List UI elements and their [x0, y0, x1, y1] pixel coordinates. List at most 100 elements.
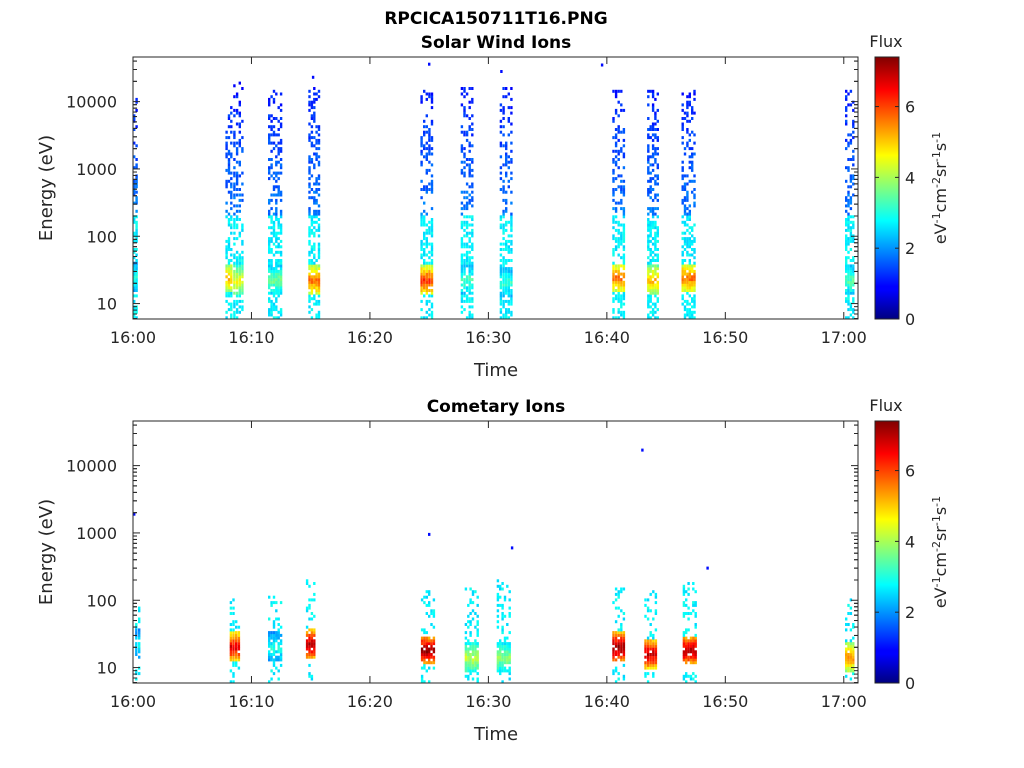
spectrogram-cell [432, 614, 436, 618]
spectrogram-cell [425, 239, 428, 243]
spectrogram-cell [315, 259, 318, 262]
spectrogram-cell [847, 289, 850, 292]
spectrogram-cell [313, 267, 316, 271]
spectrogram-cell [852, 310, 855, 314]
spectrogram-cell [317, 182, 321, 186]
spectrogram-cell [317, 89, 321, 93]
spectrogram-cell [620, 264, 623, 268]
spectrogram-cell [496, 663, 500, 667]
spectrogram-cell [428, 242, 431, 246]
y-tick-label: 10000 [66, 457, 117, 476]
spectrogram-cell [681, 174, 684, 178]
spectrogram-cell [510, 280, 513, 284]
spectrogram-cell [317, 128, 321, 131]
spectrogram-cell [654, 128, 657, 131]
spectrogram-cell [849, 642, 853, 646]
spectrogram-cell [681, 237, 684, 241]
spectrogram-cell [235, 308, 239, 312]
spectrogram-cell [845, 223, 848, 227]
spectrogram-cell [691, 130, 694, 134]
spectrogram-cell [499, 215, 503, 219]
spectrogram-cell [430, 220, 434, 224]
spectrogram-cell [620, 278, 623, 282]
spectrogram-cell [238, 305, 241, 309]
spectrogram-cell [279, 264, 283, 268]
spectrogram-cell [849, 658, 853, 662]
spectrogram-cell [691, 275, 694, 279]
spectrogram-cell [693, 294, 696, 298]
spectrogram-cell [430, 623, 433, 626]
spectrogram-cell [649, 283, 652, 287]
spectrogram-cell [688, 100, 691, 104]
spectrogram-cell [425, 212, 428, 216]
x-tick-label: 16:30 [465, 692, 511, 711]
spectrogram-cell [463, 108, 466, 112]
spectrogram-cell [496, 650, 500, 654]
spectrogram-cell [270, 133, 273, 137]
spectrogram-cell [847, 272, 850, 276]
spectrogram-cell [420, 160, 423, 164]
spectrogram-cell [465, 253, 469, 257]
spectrogram-cell [227, 117, 231, 120]
spectrogram-cell [315, 201, 318, 205]
spectrogram-cell [423, 125, 426, 129]
spectrogram-cell [279, 147, 283, 151]
spectrogram-cell [682, 644, 686, 648]
spectrogram-cell [268, 250, 271, 254]
spectrogram-cell [317, 302, 321, 306]
spectrogram-cell [614, 245, 618, 249]
spectrogram-cell [505, 144, 508, 148]
spectrogram-cell [227, 267, 231, 271]
spectrogram-cell [235, 658, 238, 662]
spectrogram-cell [847, 642, 850, 646]
spectrogram-cell [845, 138, 848, 142]
spectrogram-cell [423, 209, 426, 213]
spectrogram-cell [691, 190, 694, 194]
spectrogram-cell [317, 204, 321, 208]
spectrogram-cell [656, 128, 659, 131]
spectrogram-cell [612, 188, 615, 191]
spectrogram-cell [310, 677, 314, 681]
spectrogram-cell [420, 196, 423, 200]
spectrogram-cell [683, 289, 687, 292]
spectrogram-cell [279, 212, 283, 216]
spectrogram-cell [463, 130, 466, 134]
spectrogram-cell [849, 272, 853, 276]
spectrogram-cell [651, 220, 655, 224]
spectrogram-cell [612, 119, 615, 123]
spectrogram-cell [463, 106, 466, 110]
spectrogram-cell [612, 264, 615, 268]
spectrogram-cell [847, 215, 850, 219]
spectrogram-cell [275, 174, 278, 178]
spectrogram-cell [238, 144, 241, 148]
spectrogram-cell [620, 190, 623, 194]
spectrogram-cell [235, 275, 239, 279]
spectrogram-cell [463, 291, 466, 295]
spectrogram-cell [499, 672, 502, 676]
spectrogram-cell [620, 147, 623, 151]
spectrogram-cell [229, 647, 233, 651]
spectrogram-cell [272, 623, 276, 626]
spectrogram-cell [681, 297, 684, 301]
spectrogram-cell [420, 278, 423, 282]
spectrogram-cell [845, 653, 848, 656]
spectrogram-cell [313, 198, 316, 202]
spectrogram-cell [238, 275, 241, 279]
spectrogram-cell [423, 223, 426, 227]
spectrogram-cell [229, 653, 233, 656]
spectrogram-cell [317, 234, 321, 238]
spectrogram-cell [614, 201, 618, 205]
spectrogram-cell [277, 633, 280, 637]
spectrogram-cell [308, 196, 311, 200]
spectrogram-cell [310, 655, 314, 659]
colorbar-tick-label: 4 [905, 532, 915, 551]
spectrogram-cell [233, 272, 236, 276]
spectrogram-cell [689, 612, 693, 615]
spectrogram-cell [463, 242, 466, 246]
spectrogram-cell [688, 259, 691, 262]
spectrogram-cell [420, 299, 423, 303]
spectrogram-cell [279, 261, 283, 265]
spectrogram-cell [241, 286, 244, 290]
spectrogram-cell [502, 280, 505, 284]
spectrogram-cell [612, 267, 615, 271]
